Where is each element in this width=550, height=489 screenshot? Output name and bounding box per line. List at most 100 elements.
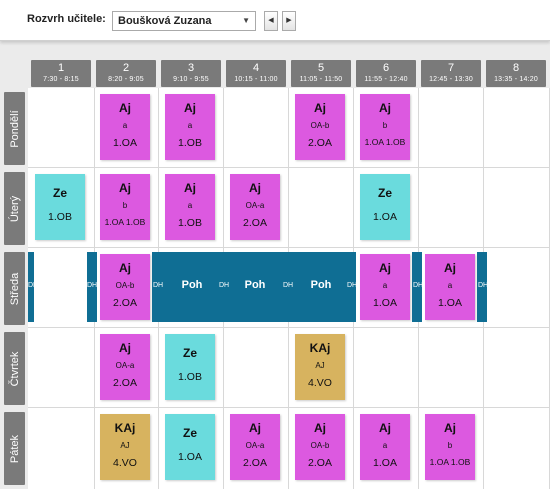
event-block[interactable] [87,252,97,322]
event-block[interactable] [477,252,487,322]
lesson-group: a [382,281,388,290]
lesson-subject: Ze [182,346,197,360]
event-dh-label: DH [219,282,230,289]
event-block[interactable] [412,252,422,322]
day-label: Úterý [8,195,21,222]
lesson-group: b [447,441,453,450]
event-dh-label: DH [153,282,164,289]
period-time: 12:45 - 13:30 [429,76,473,83]
lesson-room: 4.VO [308,377,332,389]
grid-line [28,327,550,328]
lesson-subject: Aj [379,101,391,115]
lesson-card[interactable]: Ze 1.OB [35,174,85,240]
lesson-room: 1.OB [48,211,72,223]
day-header-friday: Pátek [4,412,25,485]
arrow-left-icon: ◀ [268,17,274,24]
period-number: 1 [57,62,65,74]
lesson-room: 4.VO [113,457,137,469]
period-time: 13:35 - 14:20 [494,76,538,83]
lesson-card[interactable]: Aj a 1.OB [165,94,215,160]
lesson-room: 1.OA [373,297,397,309]
event-dh-label: DH [347,282,358,289]
lesson-card[interactable]: Aj OA-b 2.OA [100,254,150,320]
lesson-subject: Ze [182,426,197,440]
period-number: 4 [252,62,260,74]
lesson-room: 1.OB [178,137,202,149]
lesson-card[interactable]: Aj a 1.OA [360,414,410,480]
event-dh-label: DH [87,282,98,289]
lesson-subject: KAj [309,341,331,355]
lesson-room: 1.OA 1.OB [364,137,406,147]
previous-teacher-button[interactable]: ◀ [264,11,278,31]
grid-line [28,247,550,248]
lesson-card[interactable]: Aj b 1.OA 1.OB [100,174,150,240]
next-teacher-button[interactable]: ▶ [282,11,296,31]
period-number: 6 [382,62,390,74]
day-header-monday: Pondělí [4,92,25,165]
lesson-card[interactable]: Aj a 1.OA [425,254,475,320]
lesson-subject: Aj [314,101,326,115]
lesson-subject: Aj [184,101,196,115]
day-label: Pátek [8,434,21,463]
lesson-card[interactable]: Aj b 1.OA 1.OB [360,94,410,160]
event-dh-label: DH [478,282,489,289]
period-header-3: 3 9:10 - 9:55 [161,60,221,87]
period-time: 11:05 - 11:50 [299,76,343,83]
period-header-8: 8 13:35 - 14:20 [486,60,546,87]
lesson-room: 2.OA [308,457,332,469]
lesson-group: OA-b [115,281,135,290]
poh-label: Poh [310,279,332,291]
period-header-6: 6 11:55 - 12:40 [356,60,416,87]
lesson-room: 2.OA [243,217,267,229]
lesson-group: OA-a [245,441,265,450]
lesson-room: 2.OA [243,457,267,469]
lesson-subject: Aj [119,101,131,115]
lesson-group: a [447,281,453,290]
lesson-card[interactable]: Aj a 1.OB [165,174,215,240]
lesson-subject: Aj [314,421,326,435]
lesson-room: 1.OA 1.OB [429,457,471,467]
lesson-group: b [382,121,388,130]
lesson-room: 1.OB [178,217,202,229]
lesson-card[interactable]: Aj OA-b 2.OA [295,414,345,480]
lesson-card[interactable]: Aj OA-b 2.OA [295,94,345,160]
period-time: 7:30 - 8:15 [43,76,79,83]
poh-label: Poh [181,279,203,291]
period-time: 11:55 - 12:40 [364,76,408,83]
period-time: 9:10 - 9:55 [173,76,209,83]
lesson-card[interactable]: Aj a 1.OA [100,94,150,160]
lesson-card[interactable]: Ze 1.OA [165,414,215,480]
lesson-card[interactable]: Aj OA-a 2.OA [230,414,280,480]
day-header-wednesday: Středa [4,252,25,325]
lesson-card[interactable]: KAj AJ 4.VO [295,334,345,400]
event-block[interactable] [28,252,34,322]
day-header-tuesday: Úterý [4,172,25,245]
period-number: 7 [447,62,455,74]
day-label: Pondělí [8,109,21,148]
poh-event-block[interactable] [152,252,356,322]
lesson-card[interactable]: Aj a 1.OA [360,254,410,320]
lesson-card[interactable]: Aj OA-a 2.OA [230,174,280,240]
lesson-subject: Aj [379,421,391,435]
lesson-card[interactable]: Aj OA-a 2.OA [100,334,150,400]
period-header-7: 7 12:45 - 13:30 [421,60,481,87]
lesson-card[interactable]: KAj AJ 4.VO [100,414,150,480]
teacher-select[interactable]: Boušková Zuzana ▼ [112,11,256,31]
lesson-room: 2.OA [308,137,332,149]
lesson-room: 1.OA [373,211,397,223]
grid-line [28,167,550,168]
lesson-card[interactable]: Aj b 1.OA 1.OB [425,414,475,480]
arrow-right-icon: ▶ [286,17,292,24]
lesson-room: 1.OA [178,451,202,463]
period-number: 8 [512,62,520,74]
lesson-subject: Aj [184,181,196,195]
lesson-group: AJ [120,441,130,450]
lesson-card[interactable]: Ze 1.OA [360,174,410,240]
lesson-group: a [187,201,193,210]
lesson-group: b [122,201,128,210]
lesson-card[interactable]: Ze 1.OB [165,334,215,400]
period-header-1: 1 7:30 - 8:15 [31,60,91,87]
lesson-subject: Aj [444,421,456,435]
lesson-subject: Aj [379,261,391,275]
period-time: 10:15 - 11:00 [234,76,278,83]
